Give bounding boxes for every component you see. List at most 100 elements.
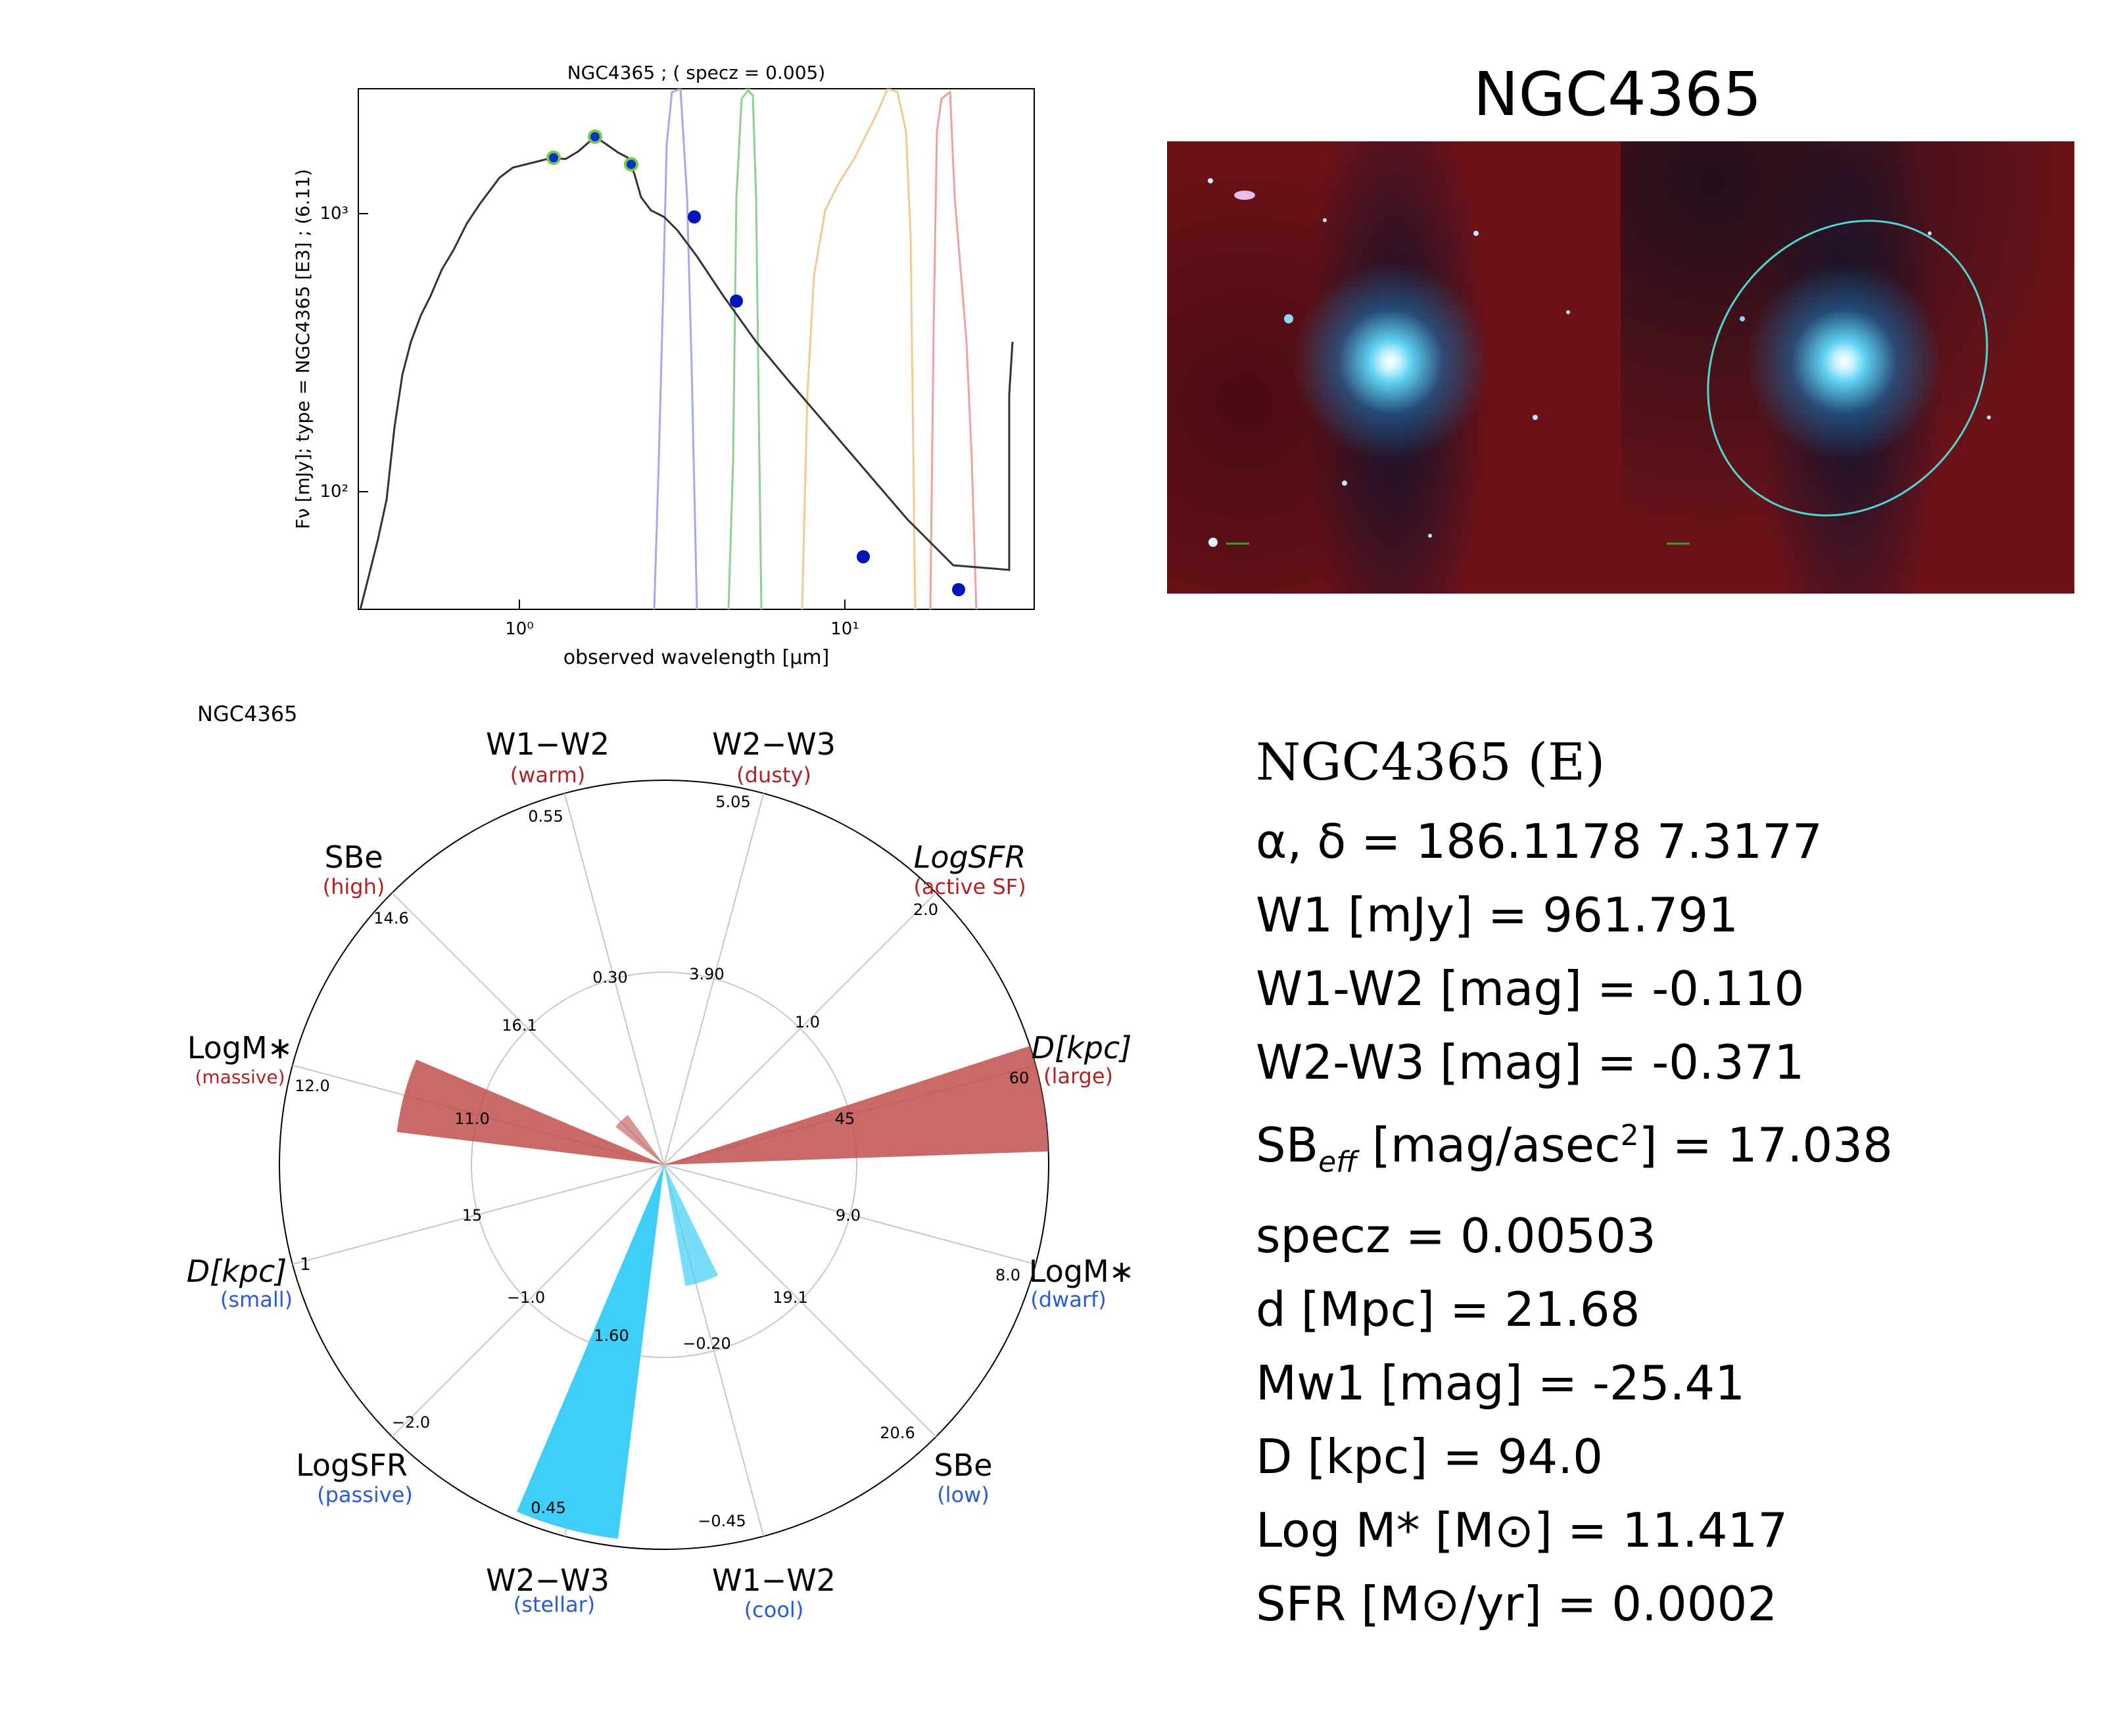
axis-label-logm-left: LogM∗ (187, 1030, 293, 1066)
tick-dl-inner: 15 (462, 1206, 483, 1225)
tick-d-inner: 45 (835, 1110, 855, 1128)
axis-label-logsfr-bot: LogSFR (296, 1447, 408, 1483)
mw1-line: Mw1 [mag] = -25.41 (1256, 1355, 1746, 1411)
image-title: NGC4365 (1473, 59, 1762, 129)
sbeff-unit: [mag/asec (1356, 1117, 1621, 1173)
bar-logm-massive (396, 1060, 664, 1165)
axis-label-sbe-tl: SBe (324, 839, 383, 875)
dmpc-line: d [Mpc] = 21.68 (1256, 1282, 1640, 1338)
radar-outer-ring (279, 780, 1049, 1550)
coords-line: α, δ = 186.1178 7.3177 (1256, 814, 1823, 869)
radar-spoke (391, 1164, 665, 1438)
sbeff-subscript: eff (1318, 1145, 1357, 1179)
data-point-j (546, 151, 561, 165)
tick-logml-outer: 12.0 (295, 1077, 329, 1095)
axis-label-logsfr-top: LogSFR (914, 839, 1026, 875)
sed-ytick-1000: 10³ (320, 204, 348, 223)
logm-line: Log M* [M⊙] = 11.417 (1256, 1503, 1788, 1559)
radar-spoke (663, 892, 937, 1165)
sed-xtick-10: 10¹ (830, 619, 859, 639)
sed-ylabel: Fν [mJy]; type = NGC4365 [E3] ; (6.11) (292, 169, 314, 529)
star-field-left (1208, 178, 1570, 547)
specz-line: specz = 0.00503 (1256, 1208, 1656, 1264)
galaxy-image-left (1167, 141, 1621, 594)
sed-ticks (358, 213, 846, 609)
sbeff-line: SBeff [mag/asec2] = 17.038 (1256, 1099, 2078, 1199)
bar-w1w2-warm (615, 1115, 664, 1165)
radar-inner-ring (471, 972, 857, 1358)
axis-sub-massive: (massive) (195, 1066, 285, 1088)
sed-ytick-100: 10² (320, 482, 348, 502)
info-panel: NGC4365 (E) α, δ = 186.1178 7.3177 W1 [m… (1256, 723, 2078, 1641)
bar-d-large (664, 1046, 1049, 1165)
tick-w1w2b-outer: −0.45 (698, 1512, 746, 1530)
w2w3-line: W2-W3 [mag] = -0.371 (1256, 1035, 1805, 1090)
axis-label-d-left-sup: 1 (300, 1255, 311, 1275)
axis-sub-low: (low) (937, 1482, 990, 1507)
axis-sub-dwarf: (dwarf) (1030, 1287, 1106, 1312)
axis-sub-stellar: (stellar) (513, 1592, 595, 1617)
tick-sbel-inner: 16.1 (502, 1016, 537, 1035)
data-point-w1 (688, 210, 701, 223)
data-point-w3 (857, 550, 870, 563)
tick-sbel-outer: 14.6 (373, 909, 408, 927)
radar-bars (396, 1046, 1049, 1539)
radar-spoke (663, 1164, 1036, 1265)
data-point-w4 (952, 583, 965, 596)
twomass-points (546, 129, 638, 172)
w1-line: W1 [mJy] = 961.791 (1256, 887, 1738, 943)
sed-model-line (359, 135, 1014, 609)
bar-w1w2-cool (664, 1165, 719, 1286)
galaxy-image-right (1621, 141, 2074, 594)
tick-logm-outer: 8.0 (995, 1266, 1020, 1284)
axis-sub-dusty: (dusty) (736, 762, 811, 787)
tick-logm-inner: 9.0 (836, 1206, 861, 1225)
axis-label-w2w3-bot: W2−W3 (486, 1562, 609, 1598)
axis-label-d-right: D[kpc] (1032, 1030, 1132, 1066)
radar-spoke (663, 1164, 937, 1438)
radar-spoke (563, 793, 665, 1165)
sed-xtick-1: 10⁰ (505, 619, 534, 639)
axis-sub-active-sf: (active SF) (913, 874, 1026, 899)
tick-d-outer: 60 (1009, 1069, 1030, 1087)
radar-spoke (292, 1164, 665, 1265)
filter-w2-curve (727, 89, 763, 609)
axis-label-w2w3-top: W2−W3 (712, 726, 836, 762)
bar-w2w3-stellar (517, 1165, 664, 1539)
star-field-right (1667, 220, 1991, 545)
axis-label-sbe-br: SBe (934, 1447, 992, 1483)
tick-logsfrb-inner: −1.0 (507, 1288, 545, 1307)
sfr-line: SFR [M⊙/yr] = 0.0002 (1256, 1576, 1778, 1632)
tick-sbe-outer: 20.6 (880, 1424, 915, 1442)
tick-w2w3-outer: 5.05 (715, 793, 750, 811)
axis-label-w1w2-top: W1−W2 (486, 726, 609, 762)
radar-plot: NGC4365 W1−W2 W2−W3 LogSFR D[kpc] LogM∗ … (187, 701, 1134, 1622)
radar-spoke (663, 793, 765, 1165)
aperture-ellipse (1707, 220, 1988, 517)
tick-w1w2-inner: 0.30 (592, 968, 627, 987)
sed-plot: NGC4365 ; ( specz = 0.005) 10⁰ 10¹ 10³ 1… (292, 62, 1035, 669)
data-point-h (588, 129, 602, 144)
axis-sub-passive: (passive) (317, 1482, 413, 1507)
wise-points (688, 210, 965, 596)
tick-w2w3b-outer: 0.45 (531, 1499, 565, 1517)
tick-logsfrb-outer: −2.0 (392, 1413, 430, 1432)
data-point-w2 (730, 294, 743, 308)
axis-sub-cool: (cool) (744, 1597, 804, 1622)
radar-title: NGC4365 (197, 701, 298, 726)
galaxy-name: NGC4365 (E) (1256, 733, 1606, 792)
tick-w1w2-outer: 0.55 (528, 807, 563, 826)
axis-label-d-left: D[kpc] (187, 1254, 287, 1289)
axis-label-logm-right: LogM∗ (1029, 1254, 1134, 1289)
axis-sub-large: (large) (1043, 1064, 1113, 1089)
sbeff-superscript: 2 (1620, 1119, 1639, 1152)
tick-logsfr-outer: 2.0 (913, 901, 938, 919)
axis-sub-high: (high) (323, 874, 385, 899)
tick-logml-inner: 11.0 (454, 1110, 489, 1128)
filter-w1-curve (653, 89, 698, 609)
axis-sub-warm: (warm) (510, 762, 586, 787)
tick-sbe-inner: 19.1 (773, 1288, 807, 1307)
dkpc-line: D [kpc] = 94.0 (1256, 1429, 1603, 1485)
sbeff-prefix: SB (1256, 1117, 1319, 1173)
filter-w4-curve (929, 90, 978, 609)
